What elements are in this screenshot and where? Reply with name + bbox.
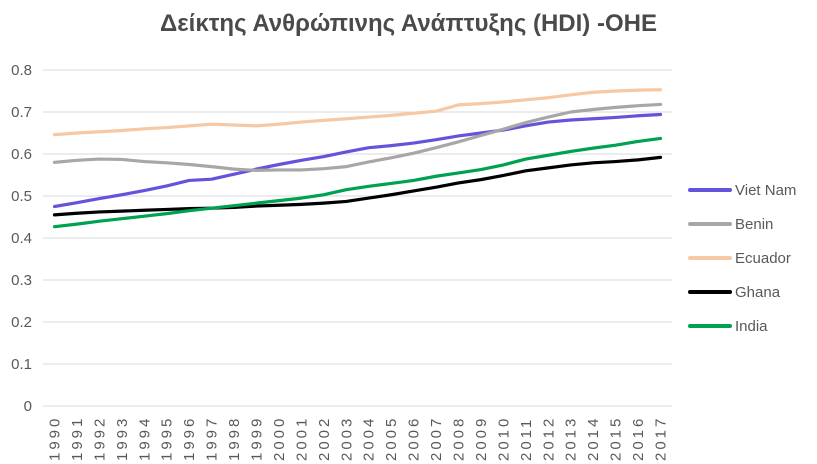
x-axis-tick-label: 2011 — [518, 417, 535, 461]
series-line-ghana — [52, 155, 663, 217]
legend-label-ghana: Ghana — [735, 283, 781, 301]
legend-item-viet-nam: Viet Nam — [688, 180, 796, 200]
y-axis-tick-label: 0.6 — [11, 146, 32, 163]
y-axis-tick-label: 0.7 — [11, 104, 32, 121]
legend-line-swatch-india — [688, 324, 732, 328]
y-axis-tick-label: 0.8 — [11, 62, 32, 79]
x-axis-tick-label: 1996 — [181, 416, 198, 461]
chart-title: Δείκτης Ανθρώπινης Ανάπτυξης (HDI) -ΟΗΕ — [160, 10, 657, 37]
x-axis-tick-label: 2017 — [653, 416, 670, 461]
series-line-ecuador — [52, 88, 663, 137]
legend-item-india: India — [688, 316, 796, 336]
series-line-benin — [52, 102, 663, 172]
y-axis-tick-label: 0.3 — [11, 272, 32, 289]
y-axis-tick-label: 0.1 — [11, 356, 32, 373]
x-axis-tick-label: 2010 — [495, 416, 512, 461]
x-axis-tick-label: 2012 — [540, 416, 557, 461]
x-axis-tick-label: 2015 — [608, 416, 625, 461]
y-axis-tick-label: 0.4 — [11, 230, 32, 247]
y-axis-tick-label: 0.5 — [11, 188, 32, 205]
x-axis-tick-label: 2013 — [563, 416, 580, 461]
legend-label-benin: Benin — [735, 215, 774, 233]
legend-line-swatch-ecuador — [688, 256, 732, 260]
x-axis-tick-label: 1992 — [91, 416, 108, 461]
x-axis-tick-label: 2008 — [451, 416, 468, 461]
x-axis-tick-label: 2005 — [383, 416, 400, 461]
x-axis-tick-label: 1991 — [69, 416, 86, 461]
y-axis-tick-label: 0 — [24, 398, 32, 415]
legend-item-ecuador: Ecuador — [688, 248, 796, 268]
legend-label-viet-nam: Viet Nam — [735, 181, 797, 199]
x-axis-tick-label: 2016 — [630, 416, 647, 461]
x-axis-tick-label: 1997 — [204, 416, 221, 461]
x-axis-tick-label: 1994 — [136, 416, 153, 461]
x-axis-tick-label: 2007 — [428, 416, 445, 461]
x-axis-tick-label: 1998 — [226, 416, 243, 461]
legend-label-ecuador: Ecuador — [735, 249, 791, 267]
x-axis-tick-label: 2000 — [271, 416, 288, 461]
x-axis-tick-label: 1993 — [114, 416, 131, 461]
legend-item-ghana: Ghana — [688, 282, 796, 302]
legend: Viet Nam Benin Ecuador Ghana India — [688, 180, 796, 336]
x-axis-tick-label: 2003 — [338, 416, 355, 461]
x-axis-tick-label: 2004 — [361, 416, 378, 461]
x-axis-tick-label: 2006 — [406, 416, 423, 461]
x-axis-tick-label: 1995 — [159, 416, 176, 461]
legend-item-benin: Benin — [688, 214, 796, 234]
series-line-viet-nam — [52, 112, 663, 209]
x-axis-tick-label: 2009 — [473, 416, 490, 461]
x-axis-tick-label: 2002 — [316, 416, 333, 461]
series-line-india — [52, 136, 663, 229]
x-axis-tick-label: 1999 — [249, 416, 266, 461]
y-axis-tick-label: 0.2 — [11, 314, 32, 331]
legend-line-swatch-ghana — [688, 290, 732, 294]
legend-label-india: India — [735, 317, 768, 335]
x-axis-tick-label: 2001 — [293, 416, 310, 461]
x-axis-tick-label: 2014 — [585, 416, 602, 461]
x-axis-tick-label: 1990 — [47, 416, 64, 461]
legend-line-swatch-benin — [688, 222, 732, 226]
legend-line-swatch-viet-nam — [688, 188, 732, 192]
